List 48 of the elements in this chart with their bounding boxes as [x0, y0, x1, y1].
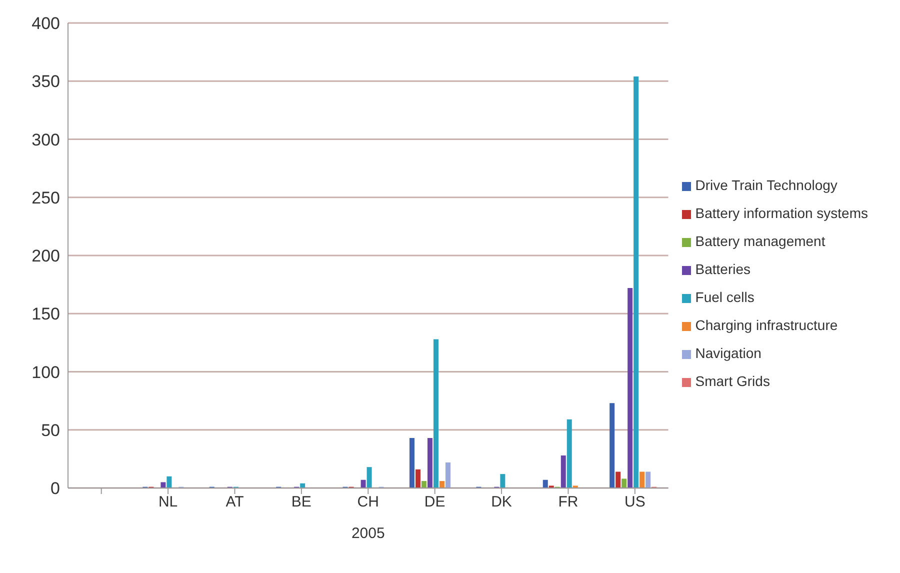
bar [160, 482, 166, 488]
bar [560, 455, 566, 488]
legend-label: Drive Train Technology [695, 177, 838, 193]
y-tick-label: 200 [32, 246, 60, 266]
x-axis-title: 2005 [351, 525, 385, 542]
bar [409, 438, 414, 488]
bar [439, 481, 444, 488]
bar [622, 478, 627, 488]
bar [360, 480, 366, 488]
bar [421, 481, 426, 488]
bar [646, 472, 651, 488]
x-tick-label: DE [424, 494, 446, 511]
y-tick-label: 100 [32, 362, 60, 382]
x-tick-label: DK [491, 494, 512, 511]
bar [433, 339, 438, 488]
bar [166, 476, 172, 488]
y-tick-label: 250 [32, 188, 60, 208]
bar [634, 76, 639, 488]
y-tick-label: 0 [50, 479, 60, 498]
legend-label: Fuel cells [695, 289, 754, 305]
legend-label: Charging infrastructure [695, 317, 838, 333]
legend-label: Navigation [695, 345, 762, 361]
bar [628, 288, 633, 488]
bar [445, 462, 450, 488]
x-tick-label: US [624, 494, 646, 511]
legend-label: Batteries [695, 261, 751, 277]
x-tick-label: NL [158, 494, 178, 511]
legend-label: Battery management [695, 233, 826, 249]
bar [415, 469, 420, 488]
y-tick-label: 400 [32, 14, 60, 34]
bar [366, 467, 372, 488]
bar [610, 403, 615, 488]
bar [616, 472, 621, 488]
legend-label: Battery information systems [695, 205, 868, 221]
x-tick-label: FR [558, 494, 578, 511]
x-tick-label: CH [357, 494, 379, 511]
x-tick-label: BE [291, 494, 312, 511]
x-tick-label: AT [226, 494, 244, 511]
y-tick-label: 150 [32, 304, 60, 324]
y-tick-label: 300 [32, 130, 60, 150]
bar [640, 472, 645, 488]
bar [427, 438, 432, 488]
legend-label: Smart Grids [695, 373, 770, 389]
y-tick-label: 50 [41, 420, 60, 440]
bar [542, 480, 548, 488]
y-tick-label: 350 [32, 72, 60, 92]
bar [566, 419, 572, 488]
bar [500, 474, 506, 488]
